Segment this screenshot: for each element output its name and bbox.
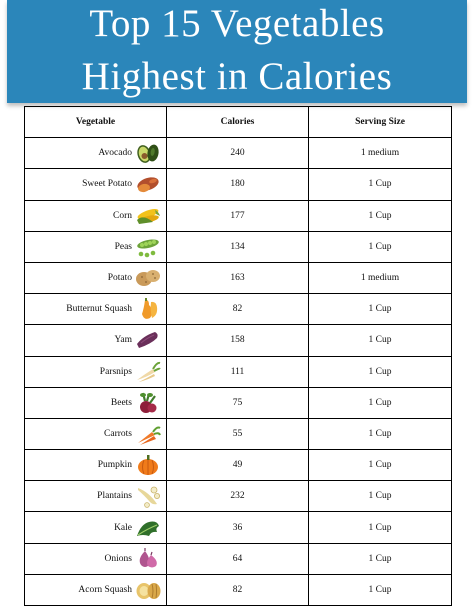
- vegetable-name: Kale: [114, 522, 132, 533]
- table-row: Yam 158 1 Cup: [24, 324, 452, 357]
- serving-size-cell: 1 Cup: [308, 230, 452, 263]
- serving-size-cell: 1 medium: [308, 137, 452, 170]
- vegetable-cell: Plantains: [24, 480, 167, 513]
- vegetable-name: Avocado: [98, 148, 132, 159]
- pumpkin-icon: [135, 453, 161, 477]
- vegetable-calorie-table: Vegetable Calories Serving Size Avocado 2…: [24, 105, 452, 607]
- serving-size-cell: 1 Cup: [308, 480, 452, 513]
- vegetable-name: Butternut Squash: [66, 304, 132, 315]
- serving-size-cell: 1 Cup: [308, 293, 452, 326]
- table-row: Plantains 232 1 Cup: [24, 480, 452, 513]
- vegetable-name: Corn: [113, 210, 132, 221]
- header-vegetable: Vegetable: [24, 105, 167, 139]
- table-row: Sweet Potato 180 1 Cup: [24, 168, 452, 201]
- vegetable-cell: Yam: [24, 324, 167, 357]
- title-line-2: Highest in Calories: [81, 55, 393, 98]
- calories-cell: 49: [166, 449, 309, 482]
- serving-size-cell: 1 Cup: [308, 417, 452, 451]
- title-line-1: Top 15 Vegetables: [89, 2, 385, 45]
- vegetable-name: Yam: [114, 335, 132, 346]
- table-row: Peas 134 1 Cup: [24, 230, 452, 263]
- plantain-icon: [135, 484, 161, 509]
- calories-cell: 82: [166, 573, 309, 607]
- sweet-potato-icon: [135, 172, 161, 196]
- vegetable-name: Sweet Potato: [82, 179, 132, 190]
- table-row: Carrots 55 1 Cup: [24, 417, 452, 451]
- serving-size-cell: 1 medium: [308, 261, 452, 295]
- vegetable-cell: Pumpkin: [24, 449, 167, 482]
- vegetable-name: Plantains: [97, 491, 132, 502]
- calories-cell: 36: [166, 511, 309, 544]
- calories-cell: 232: [166, 480, 309, 513]
- table-row: Kale 36 1 Cup: [24, 511, 452, 544]
- table-row: Parsnips 111 1 Cup: [24, 355, 452, 388]
- title-banner: Top 15 Vegetables Highest in Calories: [7, 0, 467, 103]
- calories-cell: 75: [166, 386, 309, 419]
- vegetable-cell: Kale: [24, 511, 167, 544]
- calories-cell: 180: [166, 168, 309, 201]
- calories-cell: 158: [166, 324, 309, 357]
- vegetable-cell: Potato: [24, 261, 167, 295]
- vegetable-name: Pumpkin: [97, 460, 132, 471]
- vegetable-name: Parsnips: [99, 366, 132, 377]
- carrot-icon: [135, 422, 161, 446]
- vegetable-cell: Acorn Squash: [24, 573, 167, 607]
- potato-icon: [135, 266, 161, 290]
- yam-icon: [135, 328, 161, 352]
- table-row: Potato 163 1 medium: [24, 261, 452, 295]
- vegetable-cell: Carrots: [24, 417, 167, 451]
- header-calories: Calories: [166, 105, 309, 139]
- onion-icon: [135, 547, 161, 571]
- vegetable-cell: Sweet Potato: [24, 168, 167, 201]
- vegetable-name: Potato: [107, 273, 132, 284]
- calories-cell: 163: [166, 261, 309, 295]
- serving-size-cell: 1 Cup: [308, 386, 452, 419]
- calories-cell: 64: [166, 542, 309, 575]
- calories-cell: 240: [166, 137, 309, 170]
- serving-size-cell: 1 Cup: [308, 199, 452, 232]
- table-row: Pumpkin 49 1 Cup: [24, 449, 452, 482]
- vegetable-cell: Corn: [24, 199, 167, 232]
- calories-cell: 134: [166, 230, 309, 263]
- calories-cell: 111: [166, 355, 309, 388]
- acorn-squash-icon: [135, 578, 161, 602]
- avocado-icon: [135, 141, 161, 165]
- serving-size-cell: 1 Cup: [308, 449, 452, 482]
- table-row: Avocado 240 1 medium: [24, 137, 452, 170]
- table-header-row: Vegetable Calories Serving Size: [24, 105, 452, 139]
- serving-size-cell: 1 Cup: [308, 324, 452, 357]
- parsnip-icon: [135, 360, 161, 384]
- corn-icon: [135, 204, 161, 228]
- vegetable-cell: Peas: [24, 230, 167, 263]
- vegetable-cell: Parsnips: [24, 355, 167, 388]
- calories-cell: 177: [166, 199, 309, 232]
- vegetable-cell: Butternut Squash: [24, 293, 167, 326]
- vegetable-name: Peas: [114, 241, 132, 252]
- kale-icon: [135, 516, 161, 540]
- table-row: Acorn Squash 82 1 Cup: [24, 573, 452, 607]
- vegetable-name: Acorn Squash: [78, 584, 132, 595]
- vegetable-cell: Avocado: [24, 137, 167, 170]
- vegetable-cell: Onions: [24, 542, 167, 575]
- serving-size-cell: 1 Cup: [308, 168, 452, 201]
- beet-icon: [135, 391, 161, 415]
- calories-cell: 82: [166, 293, 309, 326]
- calories-cell: 55: [166, 417, 309, 451]
- table-row: Corn 177 1 Cup: [24, 199, 452, 232]
- butternut-squash-icon: [135, 297, 161, 321]
- table-row: Butternut Squash 82 1 Cup: [24, 293, 452, 326]
- serving-size-cell: 1 Cup: [308, 355, 452, 388]
- serving-size-cell: 1 Cup: [308, 511, 452, 544]
- vegetable-name: Onions: [104, 553, 132, 564]
- peas-icon: [135, 235, 161, 259]
- serving-size-cell: 1 Cup: [308, 542, 452, 575]
- vegetable-name: Beets: [110, 397, 132, 408]
- vegetable-name: Carrots: [104, 428, 132, 439]
- table-row: Beets 75 1 Cup: [24, 386, 452, 419]
- header-serving-size: Serving Size: [308, 105, 452, 139]
- table-row: Onions 64 1 Cup: [24, 542, 452, 575]
- serving-size-cell: 1 Cup: [308, 573, 452, 607]
- vegetable-cell: Beets: [24, 386, 167, 419]
